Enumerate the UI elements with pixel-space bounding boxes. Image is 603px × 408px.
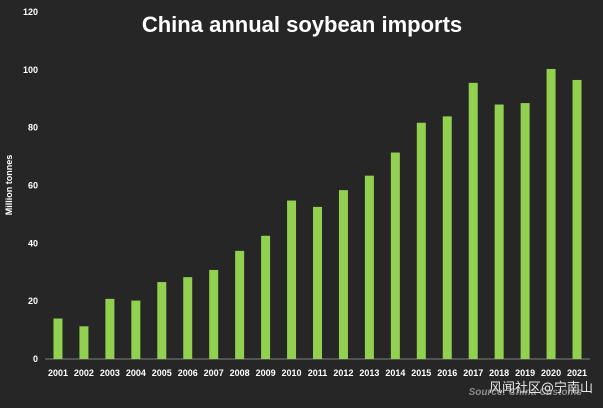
x-tick-label: 2016	[437, 368, 457, 378]
x-tick-label: 2012	[333, 368, 353, 378]
bar-2019	[520, 103, 530, 360]
bar-2002	[79, 326, 89, 359]
bar-2003	[105, 298, 115, 359]
x-tick-label: 2002	[74, 368, 94, 378]
x-tick-label: 2019	[515, 368, 535, 378]
bar-2004	[131, 300, 141, 359]
y-tick-label: 80	[28, 123, 38, 133]
bar-2011	[313, 206, 322, 359]
bar-2021	[572, 79, 582, 360]
bar-2020	[546, 68, 556, 360]
bar-2018	[494, 104, 504, 360]
x-tick-label: 2020	[541, 368, 561, 378]
x-tick-label: 2005	[152, 368, 172, 378]
bar-2015	[416, 122, 426, 360]
bars	[53, 68, 582, 360]
bar-2017	[468, 82, 478, 360]
x-tick-label: 2003	[100, 368, 120, 378]
bar-2005	[157, 282, 167, 359]
y-tick-label: 40	[28, 238, 38, 248]
x-tick-label: 2008	[230, 368, 250, 378]
x-tick-label: 2006	[178, 368, 198, 378]
x-tick-label: 2013	[359, 368, 379, 378]
watermark-text: 风闻社区@宁南山	[489, 380, 593, 396]
x-tick-label: 2017	[463, 368, 483, 378]
bar-2001	[53, 318, 63, 359]
source-note: Source: China Customs	[469, 387, 583, 398]
y-tick-label: 120	[23, 7, 38, 17]
bar-2014	[390, 152, 400, 359]
bar-2013	[364, 175, 374, 359]
bar-2007	[209, 269, 219, 359]
x-tick-label: 2004	[126, 368, 146, 378]
x-tick-label: 2001	[48, 368, 68, 378]
x-tick-label: 2009	[256, 368, 276, 378]
x-tick-label: 2018	[489, 368, 509, 378]
y-axis-label: Million tonnes	[4, 155, 14, 216]
bar-2016	[442, 116, 452, 360]
x-tick-label: 2015	[411, 368, 431, 378]
x-axis-ticks: 2001 2002 2003 2004 2005 2006 2007 2008 2009 2010…	[48, 368, 587, 378]
x-tick-label: 2010	[282, 368, 302, 378]
y-tick-label: 20	[28, 296, 38, 306]
y-tick-label: 60	[28, 181, 38, 191]
y-tick-label: 100	[23, 65, 38, 75]
bar-2012	[338, 190, 348, 359]
x-tick-label: 2011	[308, 368, 328, 378]
x-tick-label: 2021	[567, 368, 587, 378]
x-tick-label: 2007	[204, 368, 224, 378]
bar-2006	[183, 277, 193, 359]
bar-2008	[235, 250, 245, 359]
chart-title: China annual soybean imports	[142, 12, 462, 37]
y-axis-ticks: 0 20 40 60 80 100 120	[23, 7, 38, 364]
y-tick-label: 0	[33, 354, 38, 364]
bar-2009	[261, 235, 271, 359]
x-tick-label: 2014	[385, 368, 405, 378]
bar-2010	[287, 200, 297, 359]
